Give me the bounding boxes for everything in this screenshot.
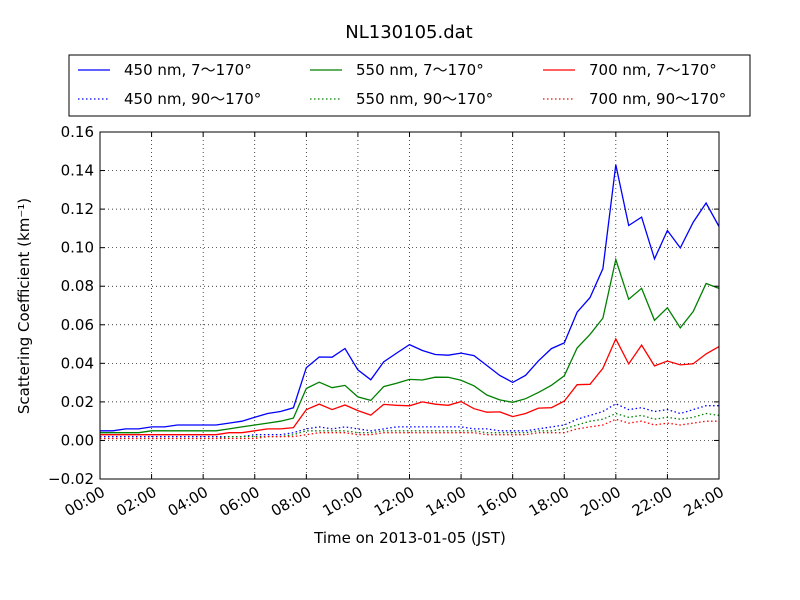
y-axis-label: Scattering Coefficient (km⁻¹) — [15, 198, 33, 414]
chart-title: NL130105.dat — [345, 22, 472, 43]
y-tick-label: −0.02 — [48, 470, 94, 488]
y-tick-label: 0.00 — [61, 431, 94, 449]
legend-box — [68, 54, 751, 117]
series-layer — [100, 164, 720, 440]
x-tick-label: 02:00 — [113, 483, 159, 520]
y-tick-label: 0.14 — [61, 162, 94, 180]
x-tick-label: 04:00 — [165, 483, 211, 520]
x-tick-label: 24:00 — [681, 483, 727, 520]
x-tick-label: 18:00 — [526, 483, 572, 520]
series-line — [100, 164, 720, 432]
y-tick-label: 0.16 — [61, 123, 94, 141]
y-tick-label: 0.02 — [61, 393, 94, 411]
ticks — [99, 131, 720, 480]
x-axis-label: Time on 2013-01-05 (JST) — [313, 529, 506, 547]
legend-label: 550 nm, 90～170° — [356, 90, 493, 108]
x-tick-label: 06:00 — [216, 483, 262, 520]
x-tick-label: 10:00 — [319, 483, 365, 520]
legend: 450 nm, 7～170° 550 nm, 7～170° 700 nm, 7～17… — [68, 54, 751, 117]
x-tick-label: 00:00 — [62, 483, 108, 520]
legend-label: 450 nm, 90～170° — [124, 90, 261, 108]
y-tick-label: 0.06 — [61, 316, 94, 334]
x-tick-label: 12:00 — [371, 483, 417, 520]
y-tick-label: 0.12 — [61, 200, 94, 218]
x-tick-label: 16:00 — [474, 483, 520, 520]
series-line — [100, 337, 720, 436]
y-tick-label: 0.10 — [61, 239, 94, 257]
x-tick-label: 08:00 — [268, 483, 314, 520]
x-tick-label: 20:00 — [577, 483, 623, 520]
x-tick-label: 22:00 — [629, 483, 675, 520]
legend-label: 700 nm, 7～170° — [589, 61, 717, 79]
x-tick-label: 14:00 — [423, 483, 469, 520]
x-tick-labels: 00:00 02:00 04:00 06:00 08:00 10:00 12:00 14:00… — [62, 483, 727, 520]
grid — [100, 132, 719, 479]
y-tick-labels: −0.02 0.00 0.02 0.04 0.06 0.08 0.10 0.12 0.14 0.1… — [48, 123, 94, 488]
legend-label: 550 nm, 7～170° — [356, 61, 484, 79]
y-tick-label: 0.08 — [61, 277, 94, 295]
y-tick-label: 0.04 — [61, 354, 94, 372]
legend-label: 450 nm, 7～170° — [124, 61, 252, 79]
legend-label: 700 nm, 90～170° — [589, 90, 726, 108]
series-line — [100, 257, 720, 434]
